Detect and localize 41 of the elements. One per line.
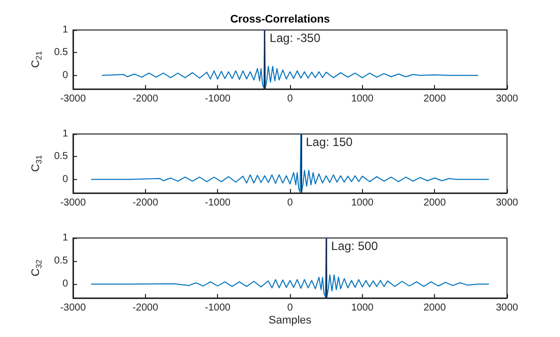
y-tick-label: 0.5 bbox=[54, 151, 68, 162]
x-tick-label: 1000 bbox=[351, 198, 374, 208]
x-tick-label: -1000 bbox=[204, 94, 231, 104]
y-tick-label: 0.5 bbox=[54, 47, 68, 58]
x-tick-label: 0 bbox=[287, 94, 294, 104]
x-tick-label: 2000 bbox=[424, 198, 446, 208]
x-tick-label: 2000 bbox=[424, 302, 446, 314]
ref-line-label: Lag: 150 bbox=[306, 135, 353, 149]
y-tick-label: 0 bbox=[62, 278, 68, 290]
x-tick-label: 3000 bbox=[496, 198, 519, 208]
x-tick-label: -1000 bbox=[204, 198, 231, 208]
y-tick-label: 1 bbox=[62, 24, 68, 36]
chart-title: Cross-Correlations bbox=[230, 14, 330, 26]
x-tick-label: 3000 bbox=[496, 94, 519, 104]
x-tick-label: 0 bbox=[287, 198, 294, 208]
y-tick-label: 0 bbox=[62, 174, 68, 185]
y-tick-label: 1 bbox=[62, 128, 68, 140]
x-tick-label: -2000 bbox=[132, 94, 159, 104]
x-tick-label: -3000 bbox=[60, 302, 86, 314]
x-tick-label: -3000 bbox=[60, 198, 86, 208]
line-series bbox=[90, 134, 490, 193]
x-tick-label: -2000 bbox=[132, 302, 159, 314]
y-tick-label: 0 bbox=[62, 70, 68, 81]
y-tick-label: 1 bbox=[62, 232, 68, 244]
x-tick-label: -2000 bbox=[132, 198, 159, 208]
x-tick-label: 0 bbox=[287, 302, 294, 314]
line-series bbox=[90, 238, 490, 298]
y-axis-title: C32 bbox=[30, 259, 44, 276]
x-tick-label: 1000 bbox=[351, 302, 374, 314]
x-tick-label: 2000 bbox=[424, 94, 446, 104]
y-axis-title: C21 bbox=[30, 50, 44, 68]
x-axis-title: Samples bbox=[268, 314, 312, 326]
ref-line-label: Lag: 500 bbox=[331, 239, 378, 253]
y-tick-label: 0.5 bbox=[54, 256, 68, 267]
x-tick-label: 3000 bbox=[496, 302, 519, 314]
ref-line-label: Lag: -350 bbox=[270, 31, 321, 45]
y-axis-title: C31 bbox=[30, 154, 44, 172]
x-tick-label: -1000 bbox=[204, 302, 231, 314]
x-tick-label: 1000 bbox=[351, 94, 374, 104]
x-tick-label: -3000 bbox=[60, 94, 86, 104]
line-series bbox=[101, 30, 479, 89]
